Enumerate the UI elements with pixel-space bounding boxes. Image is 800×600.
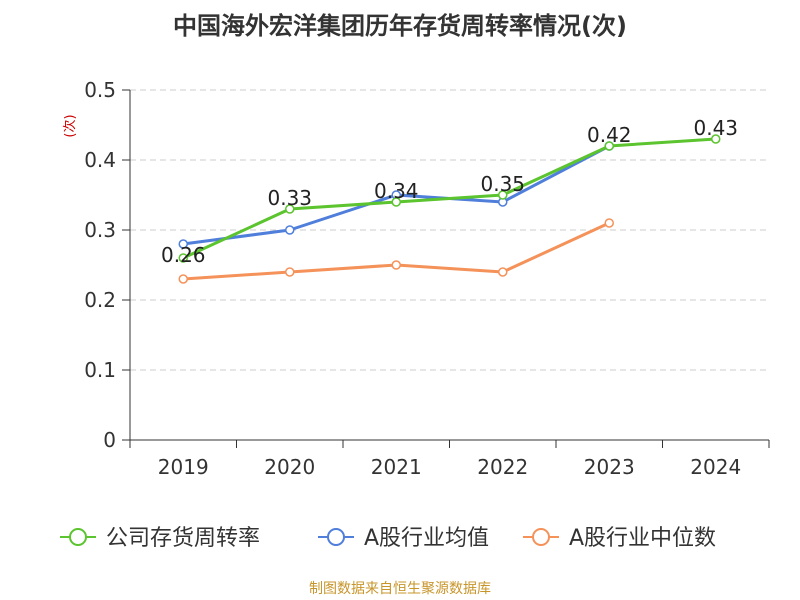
data-label: 0.26 (161, 243, 206, 267)
data-point (391, 197, 401, 207)
series-line (183, 221, 610, 281)
y-tick-label: 0.1 (84, 358, 116, 382)
axes: 0 0.1 0.2 0.3 0.4 0.5 (次) 2019 2020 2021 2022 2023 2… (62, 78, 770, 479)
y-axis-label: (次) (62, 114, 78, 137)
chart-title: 中国海外宏洋集团历年存货周转率情况(次) (173, 12, 627, 40)
data-point (178, 253, 188, 263)
data-point (604, 141, 614, 151)
legend-marker (532, 528, 550, 546)
legend-label: A股行业均值 (364, 526, 489, 551)
legend-label: A股行业中位数 (569, 526, 716, 551)
data-point (604, 218, 614, 228)
data-label: 0.42 (587, 123, 632, 147)
series-line (182, 137, 716, 260)
data-point (178, 239, 188, 249)
legend-marker (327, 528, 345, 546)
x-tick-label: 2022 (477, 455, 528, 479)
data-label: 0.35 (480, 172, 525, 196)
data-labels: 0.26 0.33 0.34 0.35 0.42 0.43 (161, 116, 738, 267)
y-tick-label: 0 (103, 428, 116, 452)
data-point (285, 225, 295, 235)
x-tick-label: 2024 (690, 455, 741, 479)
series-lines (178, 134, 721, 284)
data-point (498, 190, 508, 200)
x-tick-label: 2020 (264, 455, 315, 479)
data-point (391, 260, 401, 270)
data-point (285, 267, 295, 277)
legend-label: 公司存货周转率 (106, 526, 260, 551)
source-footer: 制图数据来自恒生聚源数据库 (309, 581, 491, 597)
x-tick-label: 2023 (584, 455, 635, 479)
data-point (711, 134, 721, 144)
y-tick-label: 0.3 (84, 218, 116, 242)
grid-lines (130, 89, 769, 371)
data-label: 0.33 (267, 186, 312, 210)
legend-marker (69, 528, 87, 546)
data-point (285, 204, 295, 214)
data-label: 0.34 (374, 179, 419, 203)
data-label: 0.43 (693, 116, 738, 140)
legend: 公司存货周转率 A股行业均值 A股行业中位数 (60, 526, 716, 551)
x-tick-label: 2019 (158, 455, 209, 479)
data-point (498, 267, 508, 277)
y-tick-label: 0.4 (84, 148, 116, 172)
x-tick-label: 2021 (371, 455, 422, 479)
y-tick-label: 0.5 (84, 78, 116, 102)
data-point (178, 274, 188, 284)
y-tick-label: 0.2 (84, 288, 116, 312)
